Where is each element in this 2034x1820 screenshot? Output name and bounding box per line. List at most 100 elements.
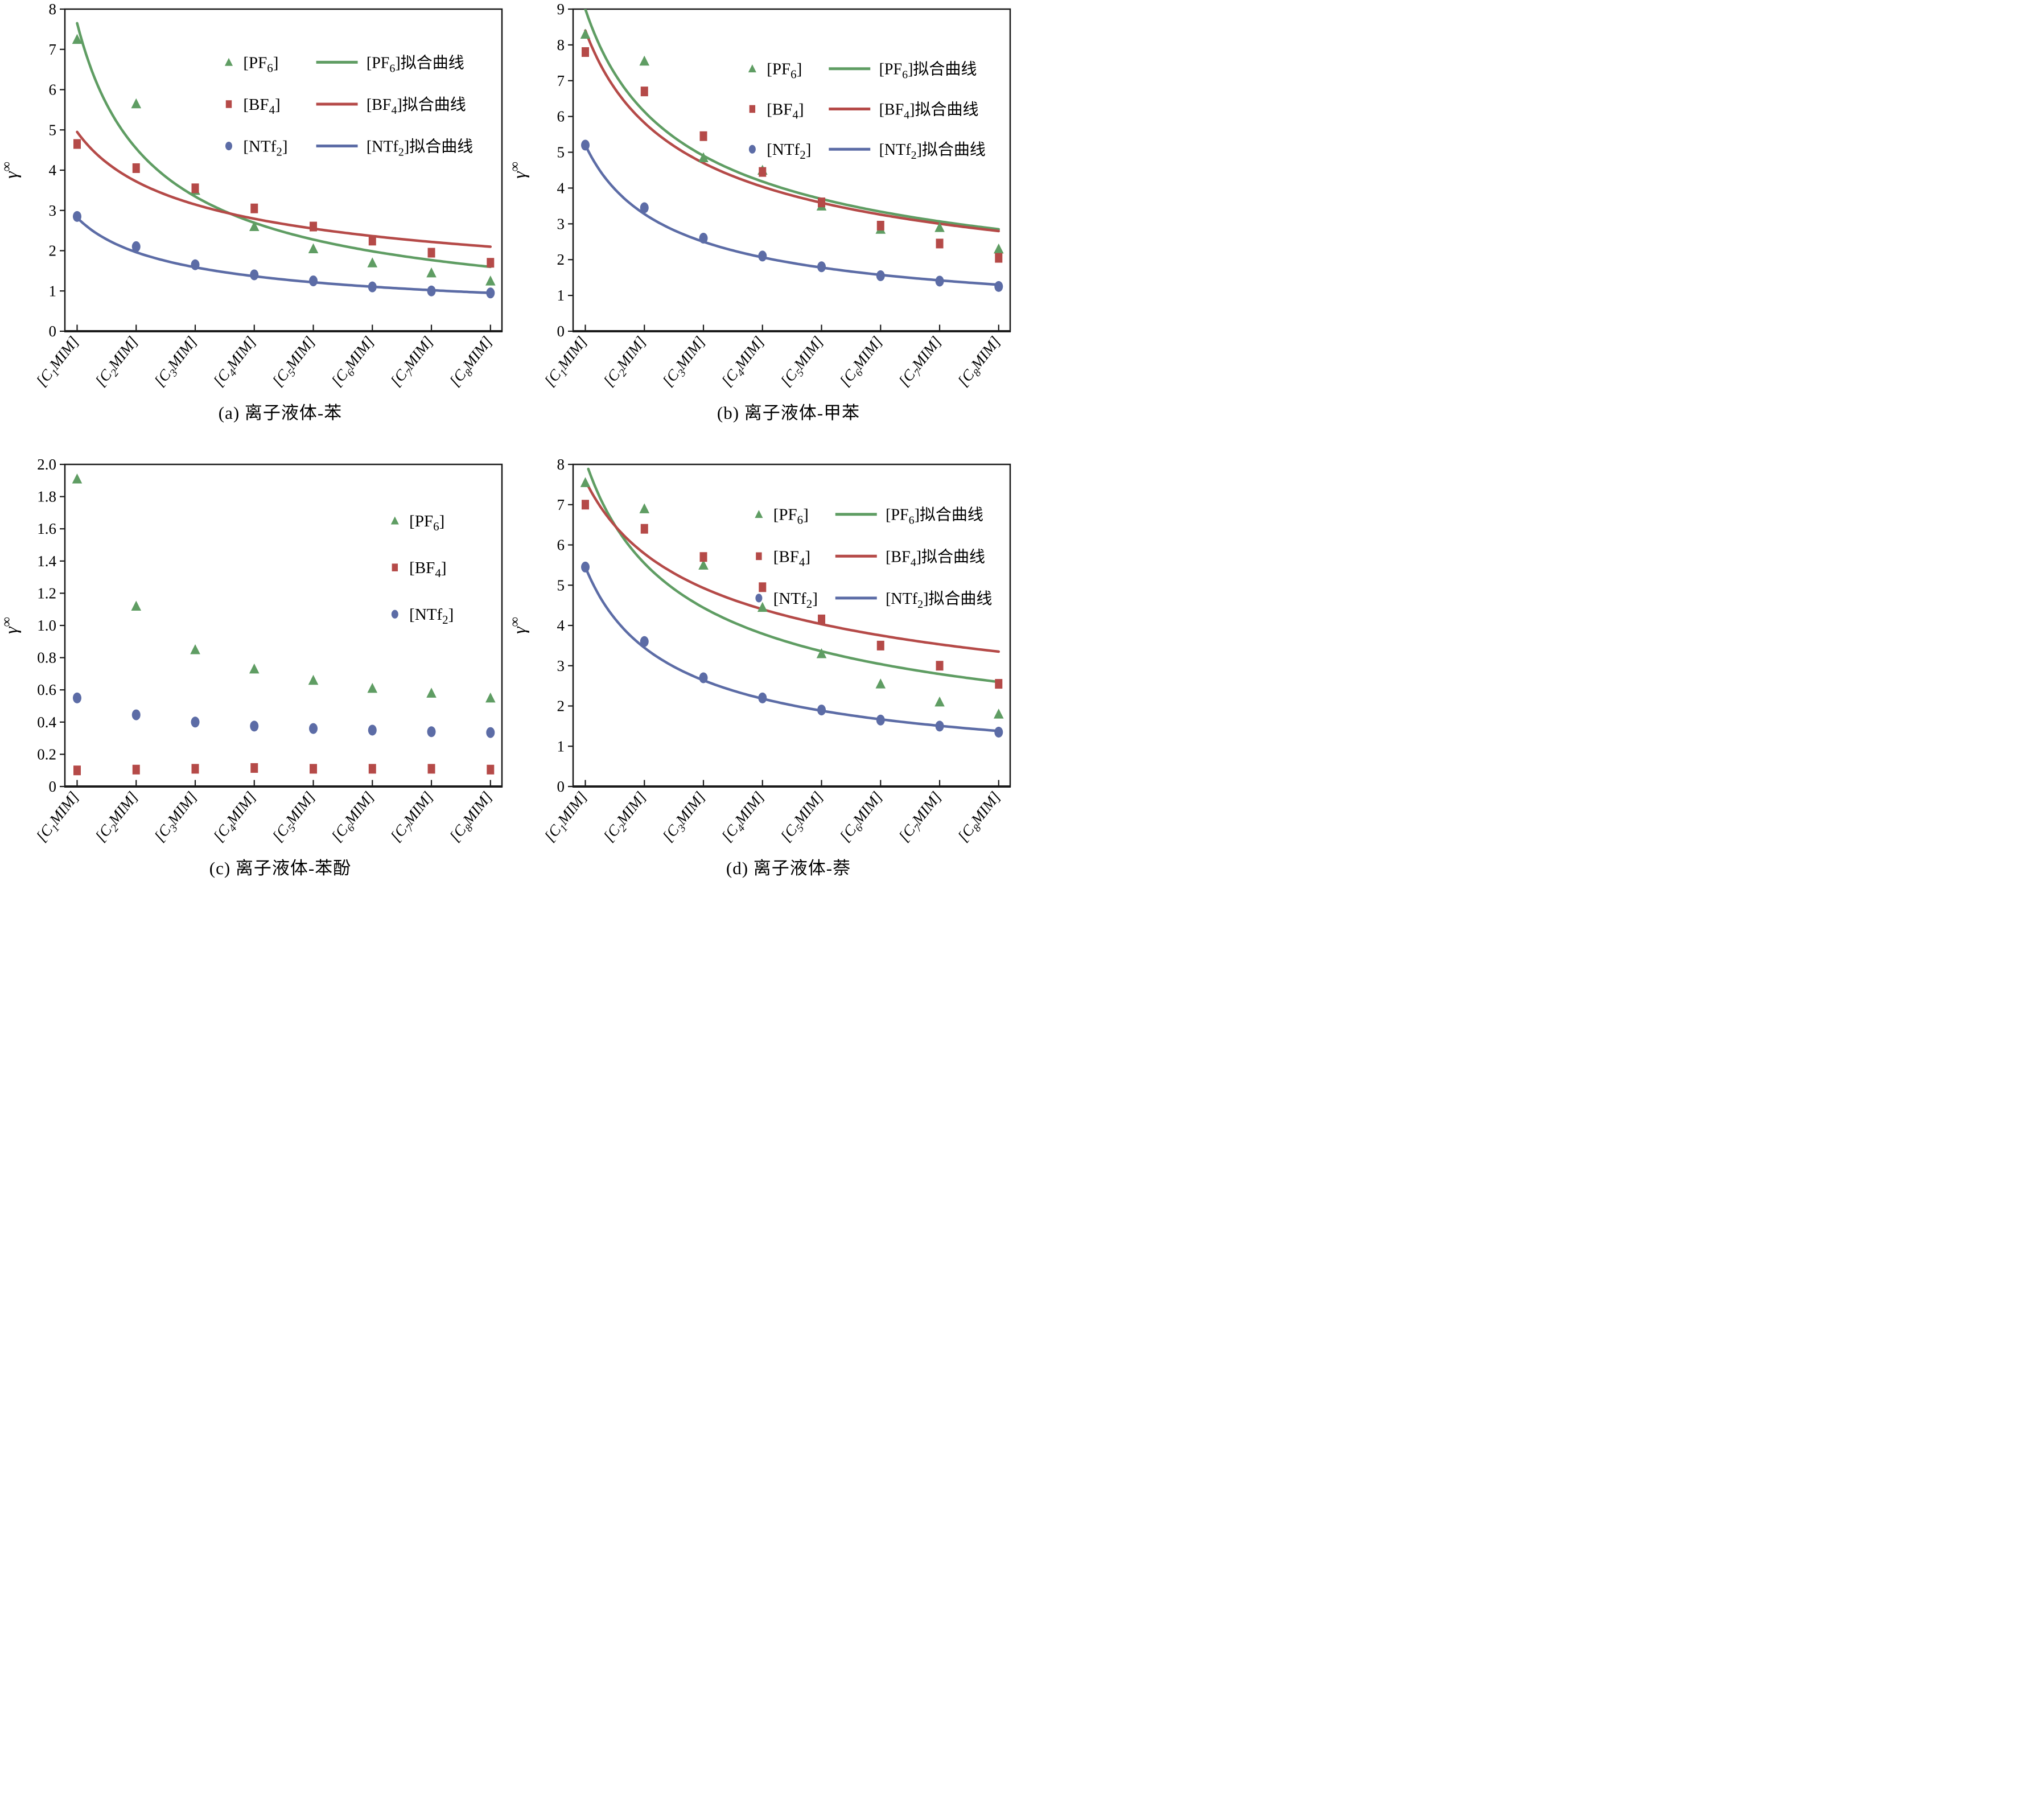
x-tick-label: [C2MIM] [600, 333, 652, 392]
legend-label-pf6: [PF6] [767, 60, 802, 81]
fit-curve-bf4 [584, 29, 1000, 233]
x-tick-label: [C8MIM] [954, 788, 1006, 847]
x-tick-label: [C1MIM] [541, 333, 592, 392]
data-point-pf6 [639, 55, 650, 66]
y-tick-label: 5 [49, 121, 57, 138]
data-point-bf4 [582, 500, 590, 510]
data-point-bf4 [818, 197, 826, 208]
data-point-pf6 [426, 267, 437, 278]
y-tick-label: 8 [557, 36, 565, 53]
data-point-bf4 [640, 524, 648, 534]
x-tick-label: [C2MIM] [92, 788, 143, 847]
legend-fit-label-bf4: [BF4]拟合曲线 [879, 100, 979, 121]
fit-curve-ntf2 [76, 216, 492, 295]
y-tick-label: 3 [49, 202, 57, 219]
data-point-ntf2 [486, 727, 495, 738]
y-tick-label: 6 [49, 81, 57, 98]
data-point-pf6 [485, 692, 496, 703]
data-point-ntf2 [699, 672, 708, 683]
data-point-ntf2 [935, 720, 944, 732]
y-tick-label: 0.4 [37, 714, 56, 731]
x-tick-label: [C7MIM] [387, 333, 439, 392]
x-tick-label: [C2MIM] [600, 788, 652, 847]
y-tick-label: 7 [49, 41, 57, 58]
data-point-pf6 [72, 473, 83, 484]
data-point-bf4 [699, 552, 707, 562]
data-point-pf6 [580, 28, 591, 39]
fit-curve-pf6 [76, 22, 492, 269]
caption-a: (a) 离子液体-苯 [218, 403, 343, 423]
data-point-pf6 [131, 600, 142, 611]
data-point-bf4 [936, 238, 944, 249]
data-point-pf6 [994, 709, 1004, 719]
fit-curve-ntf2 [584, 143, 1000, 286]
x-tick-label: [C7MIM] [387, 788, 439, 847]
data-point-bf4 [995, 679, 1003, 689]
fit-curve-ntf2 [584, 566, 1000, 732]
data-point-pf6 [72, 34, 83, 44]
fit-curves-group [584, 9, 1000, 286]
legend-label-pf6: [PF6] [243, 53, 278, 75]
y-tick-label: 4 [557, 179, 565, 196]
plot-box [64, 463, 503, 788]
legend-fit-label-ntf2: [NTf2]拟合曲线 [886, 590, 992, 611]
data-point-bf4 [427, 764, 435, 774]
x-tick-label: [C3MIM] [659, 333, 711, 392]
data-point-bf4 [368, 236, 376, 246]
data-point-bf4 [936, 661, 944, 671]
panel-c: 0 0.2 0.4 0.6 0.8 1.0 1.2 1.4 1.6 1.8 2.0 [C1MIM] [C… [0, 455, 508, 910]
legend-marker-pf6 [390, 516, 399, 525]
data-point-ntf2 [309, 275, 318, 287]
data-point-pf6 [698, 152, 709, 162]
y-tick-label: 0.2 [37, 746, 56, 763]
x-tick-label: [C7MIM] [895, 333, 947, 392]
y-tick-label: 1.8 [37, 488, 56, 505]
legend-marker-pf6 [748, 64, 756, 73]
y-tick-label: 7 [557, 496, 565, 513]
chart-c: 00.20.40.60.81.01.21.41.61.82.0[C1MIM][C… [0, 456, 503, 847]
y-tick-label: 1 [557, 738, 565, 755]
legend-marker-bf4 [225, 100, 232, 108]
y-tick-label: 0.8 [37, 649, 56, 666]
data-point-ntf2 [994, 281, 1003, 292]
panel-b: 0 1 2 3 4 5 6 7 8 9 [C1MIM] [C2MIM] [C3MIM] [C4MIM] [C… [508, 0, 1016, 455]
y-tick-label: 0 [557, 778, 565, 795]
data-point-bf4 [250, 763, 258, 773]
data-point-ntf2 [876, 714, 885, 726]
x-tick-label: [C6MIM] [836, 788, 888, 847]
y-tick-label: 8 [49, 1, 57, 18]
data-point-ntf2 [581, 139, 590, 151]
fit-curve-pf6 [587, 467, 1000, 683]
legend-label-bf4: [BF4] [409, 559, 446, 580]
data-point-pf6 [994, 243, 1004, 254]
y-tick-label: 2 [557, 698, 565, 715]
data-point-pf6 [934, 696, 945, 707]
y-tick-label: 1.0 [37, 617, 56, 634]
y-tick-label: 0 [49, 778, 57, 795]
data-point-pf6 [934, 222, 945, 232]
fit-curves-group [584, 467, 1000, 732]
y-axis-title: γ∞ [508, 617, 529, 634]
data-point-pf6 [190, 644, 200, 654]
data-point-pf6 [131, 98, 142, 109]
data-point-pf6 [426, 687, 437, 698]
y-tick-label: 0 [557, 323, 565, 340]
data-point-ntf2 [758, 692, 767, 703]
data-point-ntf2 [73, 692, 82, 703]
x-tick-label: [C3MIM] [151, 333, 203, 392]
caption-c: (c) 离子液体-苯酚 [209, 858, 352, 878]
data-point-ntf2 [486, 287, 495, 299]
panel-a: 0 1 2 3 4 5 6 7 8 [C1MIM] [C2MIM] [C3MIM] [C4MIM] [C5… [0, 0, 508, 455]
x-tick-label: [C4MIM] [718, 788, 770, 847]
legend-label-ntf2: [NTf2] [767, 141, 811, 162]
y-tick-label: 3 [557, 657, 565, 674]
y-tick-label: 2 [49, 242, 57, 260]
data-point-ntf2 [876, 270, 885, 282]
legend-label-ntf2: [NTf2] [773, 590, 818, 611]
x-tick-label: [C5MIM] [777, 333, 829, 392]
legend-marker-bf4 [392, 563, 398, 571]
y-tick-label: 4 [49, 162, 57, 179]
caption-b: (b) 离子液体-甲苯 [717, 403, 860, 423]
legend-label-bf4: [BF4] [243, 96, 280, 117]
legend-fit-label-ntf2: [NTf2]拟合曲线 [879, 141, 986, 162]
